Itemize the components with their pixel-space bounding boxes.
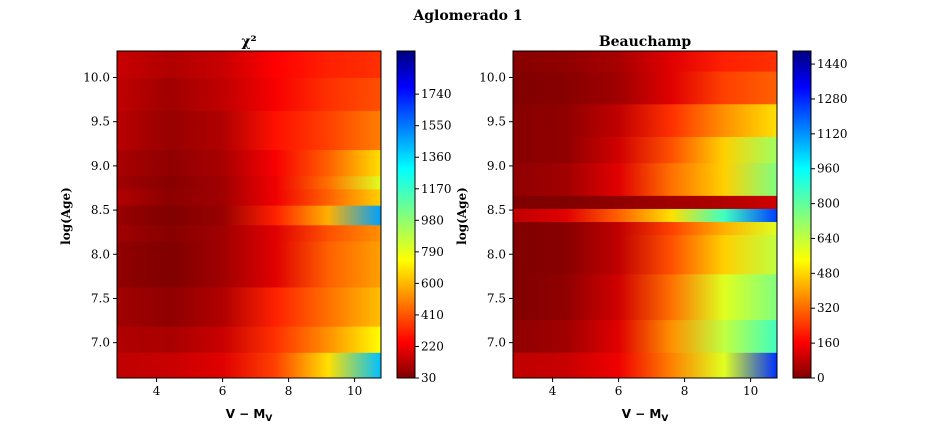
heatmap-band [513, 221, 777, 236]
heatmap-band [513, 194, 777, 209]
heatmap-band [117, 240, 381, 288]
heatmap-band [513, 207, 777, 223]
colorbar-tick-label: 1740 [421, 87, 452, 101]
heatmap-band [117, 286, 381, 327]
plot-frame-chi2 [116, 50, 382, 379]
heatmap-band [117, 204, 381, 226]
x-tick-label: 6 [615, 384, 623, 398]
colorbar-chi2 [396, 50, 416, 379]
figure-title: Aglomerado 1 [412, 8, 522, 24]
y-tick-label: 7.0 [91, 336, 110, 350]
heatmap-beauchamp [513, 51, 777, 378]
x-tick-label: 10 [743, 384, 758, 398]
x-tick-label: 8 [285, 384, 293, 398]
panel-beauchamp: Beauchamp 4 6 8 10 7.0 7.5 8.0 8.5 9.0 9.5 10.0 lo… [455, 34, 848, 424]
heatmap-band [513, 319, 777, 353]
colorbar-tick-label: 800 [817, 197, 840, 211]
heatmap-band [117, 77, 381, 111]
x-tick-label: 4 [153, 384, 161, 398]
x-axis-label-beauchamp: V − MV [622, 407, 669, 424]
y-tick-label: 8.0 [487, 247, 506, 261]
heatmap-band [117, 351, 381, 378]
y-tick-label: 9.5 [91, 115, 110, 129]
heatmap-band [513, 351, 777, 378]
y-tick-label: 10.0 [83, 71, 110, 85]
y-tick-label: 9.5 [487, 115, 506, 129]
y-axis-label-chi2: log(Age) [59, 187, 73, 245]
axes-beauchamp: 4 6 8 10 7.0 7.5 8.0 8.5 9.0 9.5 10.0 [479, 71, 758, 398]
heatmap-band [117, 51, 381, 79]
colorbar-tick-label: 1280 [817, 92, 848, 106]
y-tick-label: 10.0 [479, 71, 506, 85]
panel-2-title: Beauchamp [599, 34, 692, 50]
heatmap-chi2-stripes [117, 51, 381, 378]
colorbar-tick-label: 1550 [421, 119, 452, 133]
colorbar-tick-label: 640 [817, 231, 840, 245]
colorbar-tick-label: 160 [817, 336, 840, 350]
panel-chi2: χ² 4 6 8 107.07.58.08.59.09.510.0 log(Age) … [59, 34, 452, 424]
heatmap-band [513, 70, 777, 105]
heatmap-band [513, 273, 777, 321]
panel-1-title: χ² [241, 34, 256, 50]
colorbar-ticks-beauchamp: 0 160 320 480 640 800 960 1120 1280 1440 [811, 57, 848, 385]
colorbar-tick-label: 1360 [421, 150, 452, 164]
y-tick-label: 9.0 [487, 159, 506, 173]
colorbar-tick-label: 1120 [817, 127, 848, 141]
colorbar-tick-label: 960 [817, 162, 840, 176]
heatmap-band [513, 162, 777, 196]
colorbar-tick-label: 410 [421, 308, 444, 322]
heatmap-band [117, 149, 381, 177]
heatmap-band [513, 234, 777, 275]
heatmap-band [117, 109, 381, 151]
y-tick-label: 8.0 [91, 247, 110, 261]
colorbar-tick-label: 790 [421, 245, 444, 259]
heatmap-beauchamp-stripes [513, 51, 777, 378]
heatmap-band [117, 175, 381, 190]
heatmap-band [513, 103, 777, 138]
heatmap-chi2 [117, 51, 381, 378]
x-tick-label: 8 [681, 384, 689, 398]
colorbar-tick-label: 480 [817, 266, 840, 280]
y-tick-label: 8.5 [91, 203, 110, 217]
x-tick-label: 4 [549, 384, 557, 398]
colorbar-tick-label: 600 [421, 276, 444, 290]
y-tick-label: 8.5 [487, 203, 506, 217]
heatmap-band [117, 188, 381, 206]
heatmap-band [513, 136, 777, 164]
colorbar-tick-label: 1440 [817, 57, 848, 71]
colorbar-ticks-chi2: 30 220 410 600 790 980 1170 1360 1550 1740 [415, 87, 452, 385]
colorbar-beauchamp [792, 50, 812, 379]
x-axis-label-chi2: V − MV [226, 407, 273, 424]
y-tick-label: 7.5 [91, 291, 110, 305]
colorbar-tick-label: 1170 [421, 182, 452, 196]
y-axis-label-beauchamp: log(Age) [455, 187, 469, 245]
y-tick-label: 7.5 [487, 291, 506, 305]
colorbar-tick-label: 980 [421, 213, 444, 227]
x-tick-label: 6 [219, 384, 227, 398]
colorbar-tick-label: 220 [421, 339, 444, 353]
axes-chi2: 4 6 8 10 7.0 7.5 8.0 8.5 9.0 9.5 10.0 [83, 71, 362, 398]
heatmap-band [513, 51, 777, 72]
x-tick-label: 10 [347, 384, 362, 398]
heatmap-band [117, 224, 381, 242]
colorbar-tick-label: 320 [817, 301, 840, 315]
plot-frame-beauchamp [512, 50, 778, 379]
colorbar-tick-label: 30 [421, 371, 436, 385]
y-tick-label: 9.0 [91, 159, 110, 173]
colorbar-tick-label: 0 [817, 371, 825, 385]
heatmap-band [117, 325, 381, 353]
y-tick-label: 7.0 [487, 336, 506, 350]
